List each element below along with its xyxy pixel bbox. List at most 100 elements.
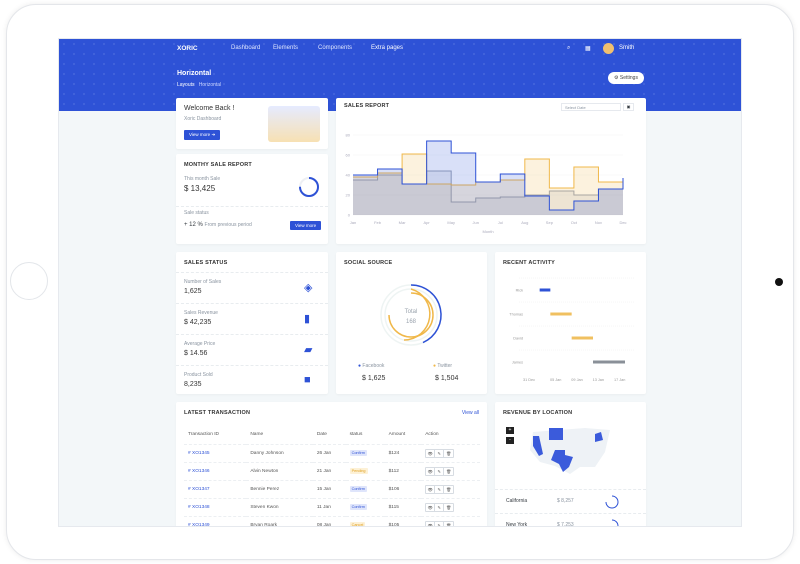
map-zoom-in-button[interactable]: + [506, 427, 514, 434]
facebook-value: $ 1,625 [362, 375, 386, 382]
dashboard-screen: XORIC Dashboard Elements Components Extr… [58, 38, 742, 527]
view-icon[interactable]: 👁 [426, 485, 436, 493]
activity-row-label: Thomas [509, 313, 523, 317]
box-icon: ■ [304, 374, 311, 386]
date-cell: 26 Jan [312, 444, 346, 463]
card-title: MONTHY SALE REPORT [184, 162, 252, 168]
view-icon[interactable]: 👁 [426, 503, 436, 511]
twitter-value: $ 1,504 [435, 375, 459, 382]
breadcrumb-current: Horizontal [198, 82, 222, 88]
x-tick-label: Nov [595, 220, 602, 225]
x-tick-label: 09 Jan [571, 378, 582, 382]
item-value: 1,625 [184, 288, 202, 295]
status-badge: Cancel [349, 521, 366, 527]
welcome-card: Welcome Back ! Xoric Dashboard View more… [176, 98, 328, 149]
transaction-id-link[interactable]: # XO1345 [184, 444, 247, 463]
avatar[interactable] [603, 43, 614, 54]
card-title: REVENUE BY LOCATION [503, 410, 573, 416]
sales-report-card: SALES REPORT Select Date ▣ 0 20 40 60 80 Jan F… [336, 98, 646, 244]
x-tick-label: Mar [399, 220, 407, 225]
apps-icon[interactable]: ▦ [585, 46, 591, 52]
location-value: $ 8,257 [557, 498, 574, 504]
map-zoom-out-button[interactable]: - [506, 437, 514, 444]
delete-icon[interactable]: 🗑 [446, 504, 452, 510]
y-tick-label: 80 [346, 133, 351, 138]
usa-map [530, 428, 610, 474]
delete-icon[interactable]: 🗑 [446, 522, 452, 527]
card-title: SOCIAL SOURCE [344, 260, 393, 266]
sales-report-chart: 0 20 40 60 80 Jan Feb Mar Apr May Jun Jul Aug Sep Oct N… [346, 133, 627, 235]
nav-components[interactable]: Components [318, 45, 353, 51]
action-cell: 👁 ✎ 🗑 [421, 480, 480, 499]
sales-status-item: Product Sold 8,235 ■ [176, 365, 328, 396]
x-tick-label: Jul [498, 220, 503, 225]
delete-icon[interactable]: 🗑 [446, 450, 452, 456]
date-cell: 11 Jan [312, 498, 346, 517]
x-tick-label: Aug [521, 220, 528, 225]
view-icon[interactable]: 👁 [426, 467, 436, 475]
name-cell: Danny Johnson [246, 444, 313, 463]
sales-status-item: Average Price $ 14.56 ▰ [176, 334, 328, 365]
total-value: 168 [406, 319, 417, 325]
welcome-title: Welcome Back ! [184, 105, 235, 112]
sales-status-item: Number of Sales 1,625 ◈ [176, 272, 328, 303]
activity-bar [571, 336, 593, 340]
search-icon[interactable]: ⌕ [567, 45, 571, 51]
logo[interactable]: XORIC [177, 45, 198, 52]
status-cell: Cancel [345, 516, 385, 527]
nav-dashboard[interactable]: Dashboard [231, 45, 261, 51]
delete-icon[interactable]: 🗑 [446, 468, 452, 474]
series-area-2 [353, 141, 623, 215]
status-badge: Confirm [349, 485, 367, 492]
bar-chart-icon: ▮ [304, 313, 311, 325]
amount-cell: $115 [384, 498, 422, 517]
date-input[interactable]: Select Date [561, 103, 621, 111]
action-cell: 👁 ✎ 🗑 [421, 444, 480, 463]
breadcrumb: Layouts Horizontal [177, 82, 221, 88]
name-cell: Alvin Newton [246, 462, 313, 481]
transaction-id-link[interactable]: # XO1346 [184, 462, 247, 481]
y-tick-label: 20 [346, 193, 351, 198]
settings-button[interactable]: ⚙ Settings [608, 72, 644, 84]
transaction-table: Transaction ID Name Date status Amount Action… [184, 426, 480, 527]
transaction-id-link[interactable]: # XO1347 [184, 480, 247, 499]
amount-cell: $124 [384, 444, 422, 463]
welcome-illustration [268, 106, 320, 142]
view-icon[interactable]: 👁 [426, 449, 436, 457]
delete-icon[interactable]: 🗑 [446, 486, 452, 492]
item-label: Product Sold [184, 372, 213, 378]
activity-row-label: David [513, 337, 523, 341]
nav-elements[interactable]: Elements [273, 45, 299, 51]
monthly-view-more-button[interactable]: View more [290, 221, 322, 230]
calendar-icon[interactable]: ▣ [623, 103, 634, 111]
change-text: From previous period [204, 222, 252, 228]
view-icon[interactable]: 👁 [426, 521, 436, 526]
activity-bar [539, 288, 551, 292]
transaction-id-link[interactable]: # XO1349 [184, 516, 247, 526]
recent-activity-chart: 31 Dec 05 Jan 09 Jan 13 Jan 17 Jan Rick Thomas… [509, 277, 635, 382]
date-cell: 15 Jan [312, 480, 346, 499]
edit-icon[interactable]: ✎ [435, 485, 445, 493]
edit-icon[interactable]: ✎ [435, 521, 445, 526]
edit-icon[interactable]: ✎ [435, 467, 445, 475]
view-more-button[interactable]: View more ➜ [184, 130, 221, 140]
nav-extra-pages[interactable]: Extra pages [371, 45, 404, 51]
status-badge: Confirm [349, 449, 367, 456]
view-all-link[interactable]: View all [461, 410, 479, 416]
item-value: $ 14.56 [184, 350, 208, 357]
twitter-inner-arc [388, 292, 434, 338]
this-month-value: $ 13,425 [184, 184, 216, 193]
user-name[interactable]: Smith [619, 45, 635, 51]
ticket-icon: ▰ [304, 344, 313, 356]
column-header: Date [312, 426, 346, 445]
column-header: Action [421, 426, 480, 445]
legend-facebook: ● Facebook [358, 363, 385, 369]
revenue-location-card: REVENUE BY LOCATION + - California $ 8,25… [495, 402, 646, 526]
this-month-label: This month Sale [184, 176, 221, 182]
breadcrumb-layouts[interactable]: Layouts [177, 82, 195, 88]
status-cell: Pending [345, 462, 385, 481]
tablet-home-button [10, 262, 48, 300]
edit-icon[interactable]: ✎ [435, 503, 445, 511]
edit-icon[interactable]: ✎ [435, 449, 445, 457]
transaction-id-link[interactable]: # XO1348 [184, 498, 247, 517]
